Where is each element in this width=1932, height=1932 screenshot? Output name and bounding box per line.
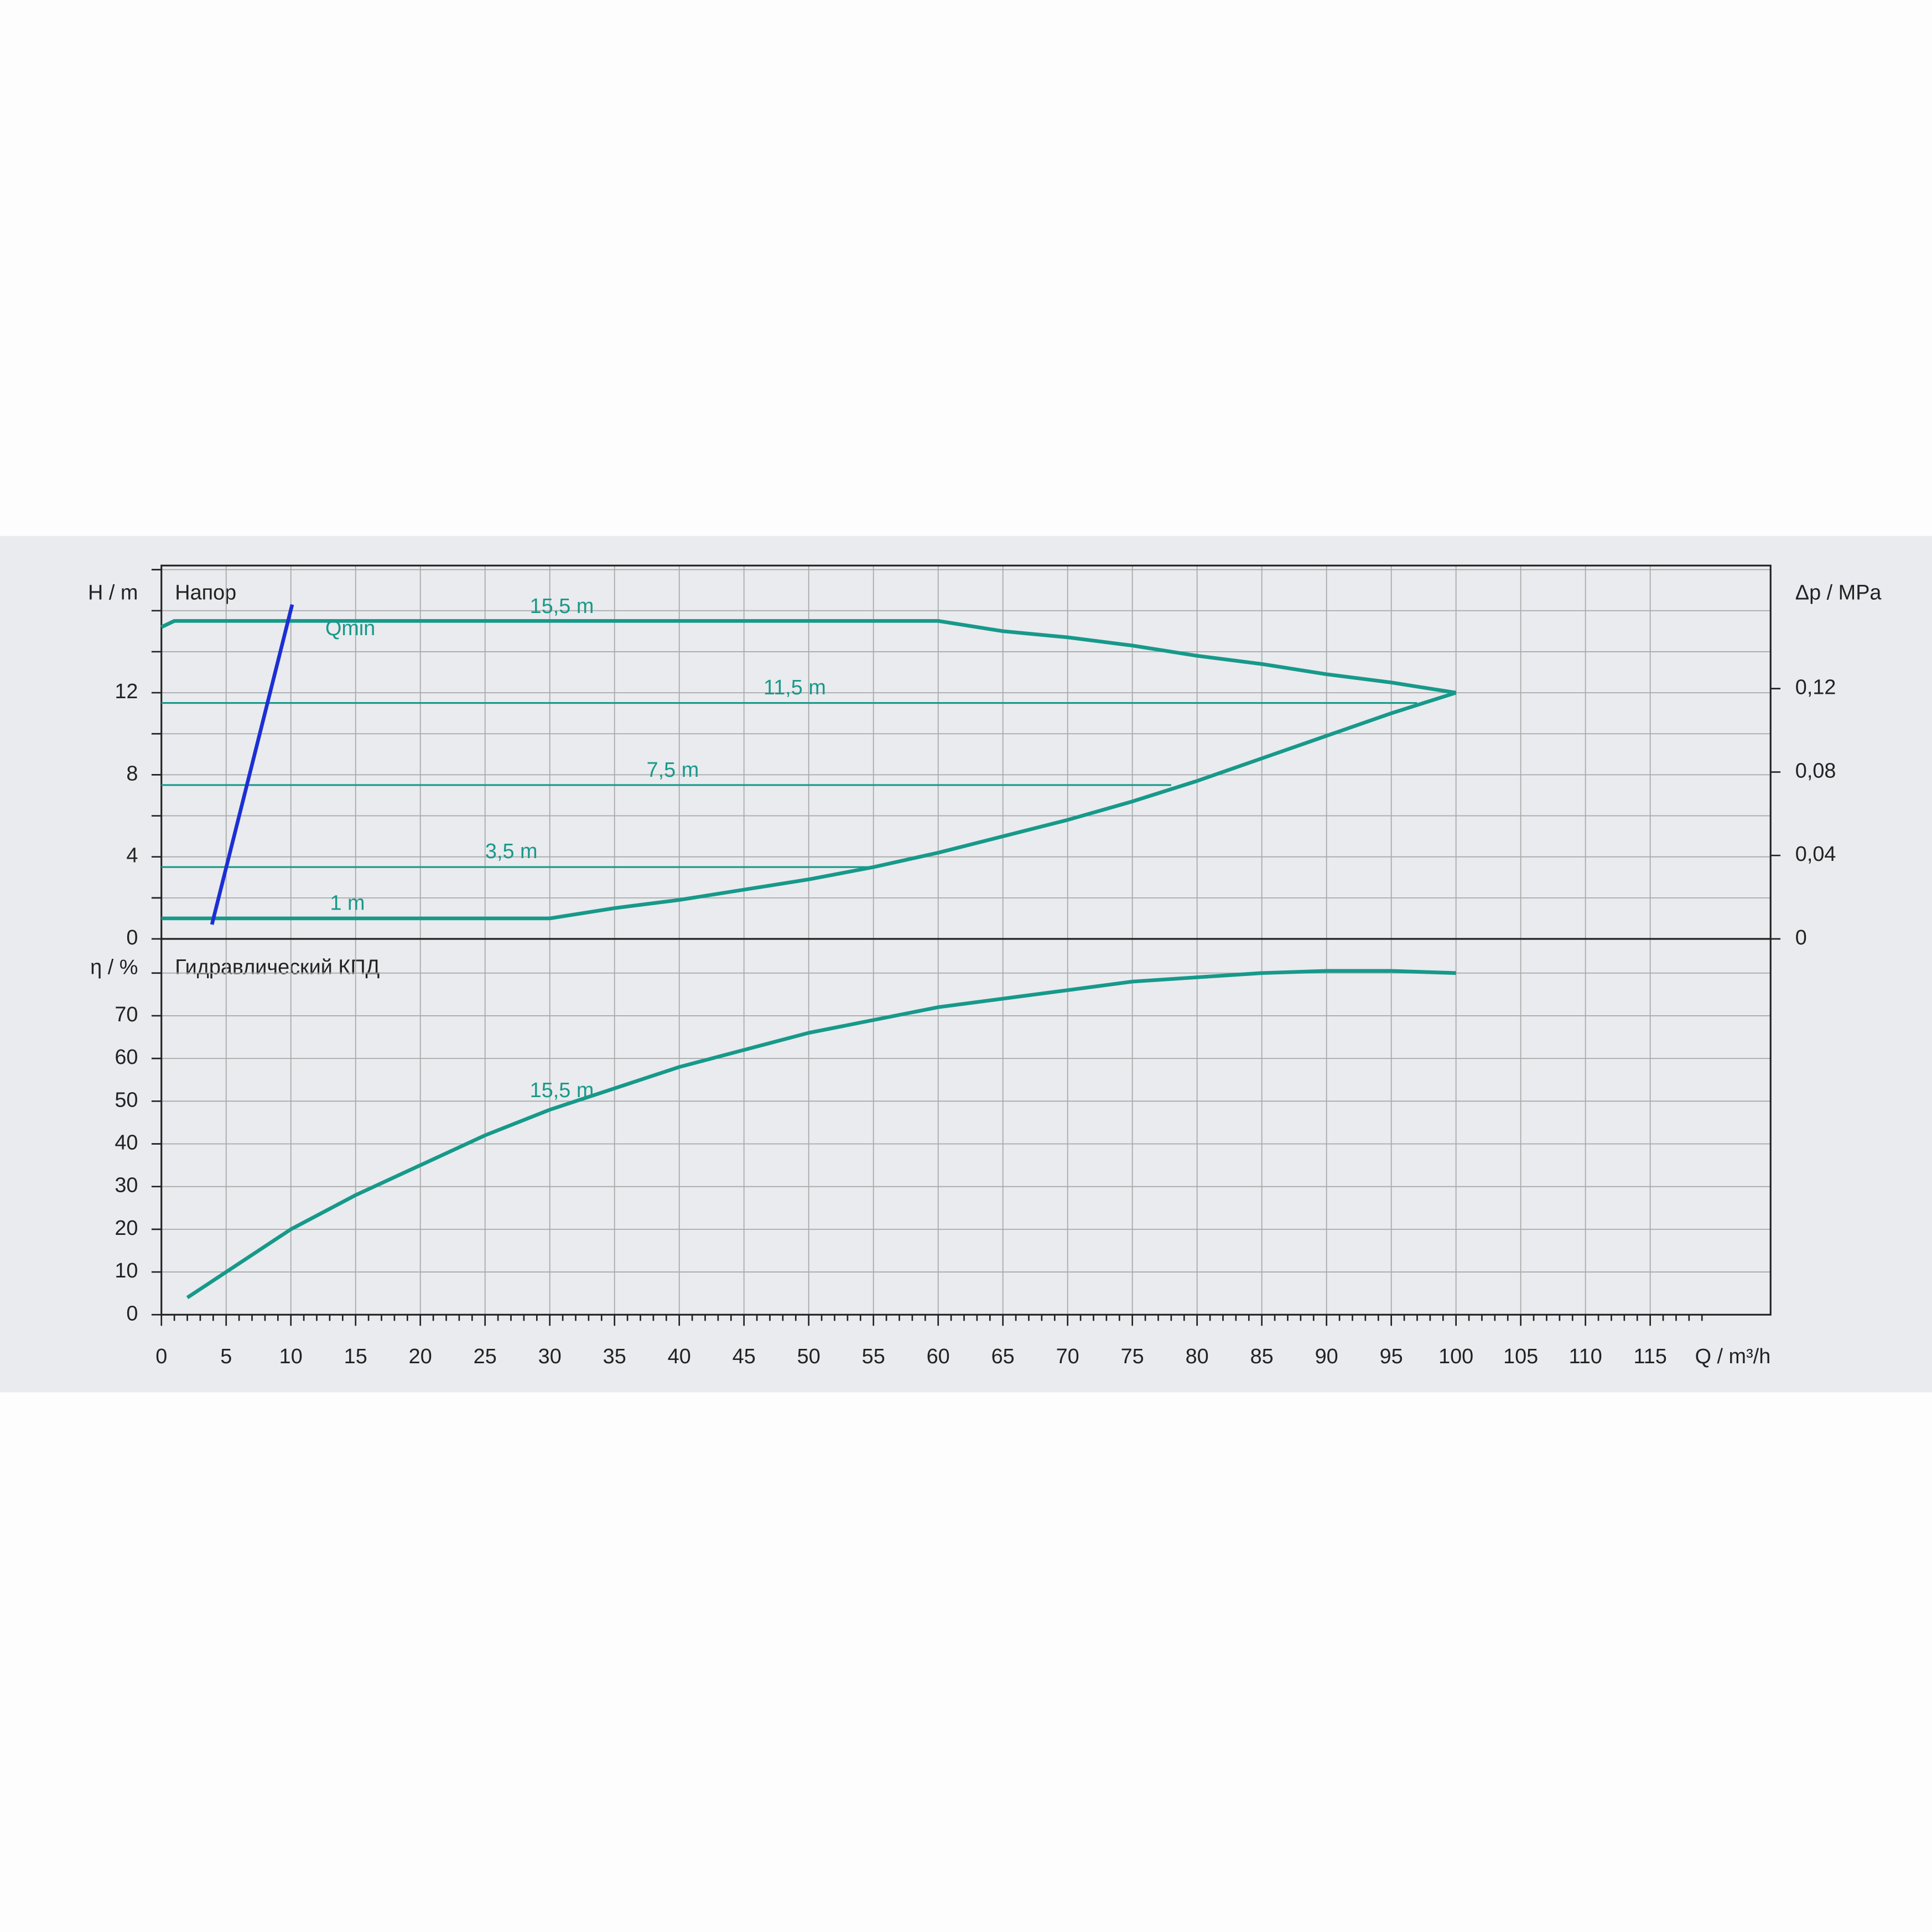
y-tick-label: 60 — [115, 1046, 138, 1069]
y2-axis-label: Δp / MPa — [1795, 581, 1882, 604]
x-tick-label: 40 — [668, 1345, 691, 1368]
series-line — [210, 604, 294, 925]
x-tick-label: 80 — [1186, 1345, 1209, 1368]
top-title: Напор — [175, 581, 236, 604]
x-tick-label: 60 — [927, 1345, 950, 1368]
series-label: 7,5 m — [647, 759, 699, 782]
series-label: 15,5 m — [530, 595, 594, 618]
bottom-title: Гидравлический КПД — [175, 955, 380, 979]
x-tick-label: 85 — [1250, 1345, 1274, 1368]
y-tick-label: 0 — [126, 926, 138, 949]
y2-tick-label: 0,08 — [1795, 759, 1836, 782]
y-axis-label: η / % — [90, 955, 138, 979]
series-label: 15,5 m — [530, 1079, 594, 1102]
series-line — [186, 969, 1456, 1300]
x-tick-label: 20 — [409, 1345, 432, 1368]
plot-frame — [160, 938, 1772, 1316]
x-tick-label: 110 — [1569, 1345, 1602, 1368]
x-tick-label: 105 — [1503, 1345, 1538, 1368]
chart-background — [0, 536, 1932, 1393]
y-tick-label: 50 — [115, 1088, 138, 1112]
y-tick-label: 10 — [115, 1259, 138, 1282]
x-tick-label: 115 — [1633, 1345, 1666, 1368]
x-tick-label: 25 — [474, 1345, 497, 1368]
y-tick-label: 4 — [126, 844, 138, 868]
x-tick-label: 75 — [1121, 1345, 1144, 1368]
x-tick-label: 15 — [344, 1345, 367, 1368]
x-tick-label: 45 — [733, 1345, 756, 1368]
series-label: 11,5 m — [764, 676, 826, 699]
x-axis-label: Q / m³/h — [1695, 1345, 1771, 1368]
x-tick-label: 100 — [1438, 1345, 1473, 1368]
x-tick-label: 30 — [538, 1345, 562, 1368]
x-tick-label: 55 — [862, 1345, 885, 1368]
x-tick-label: 65 — [991, 1345, 1015, 1368]
series-label: 3,5 m — [485, 840, 538, 863]
y2-tick-label: 0,04 — [1795, 843, 1836, 866]
y-tick-label: 8 — [126, 762, 138, 785]
series-line — [161, 690, 1457, 921]
y-tick-label: 70 — [115, 1003, 138, 1026]
x-tick-label: 90 — [1315, 1345, 1338, 1368]
y-tick-label: 0 — [126, 1302, 138, 1325]
y-tick-label: 30 — [115, 1174, 138, 1197]
y-tick-label: 40 — [115, 1131, 138, 1155]
y-tick-label: 20 — [115, 1217, 138, 1240]
x-tick-label: 10 — [279, 1345, 303, 1368]
x-tick-label: 95 — [1380, 1345, 1403, 1368]
y-axis-label: H / m — [88, 581, 138, 604]
series-label: Qmin — [325, 617, 375, 640]
series-label: 1 m — [330, 892, 365, 915]
x-tick-label: 5 — [220, 1345, 232, 1368]
y-tick-label: 12 — [115, 680, 138, 703]
x-tick-label: 50 — [797, 1345, 820, 1368]
y2-tick-label: 0 — [1795, 926, 1807, 949]
y2-tick-label: 0,12 — [1795, 676, 1836, 699]
x-tick-label: 35 — [603, 1345, 626, 1368]
series-line — [160, 619, 1457, 695]
x-tick-label: 70 — [1056, 1345, 1079, 1368]
x-tick-label: 0 — [155, 1345, 167, 1368]
